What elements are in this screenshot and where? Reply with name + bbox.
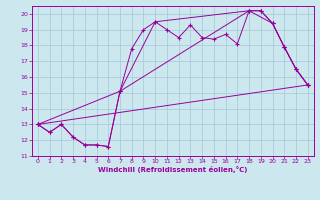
X-axis label: Windchill (Refroidissement éolien,°C): Windchill (Refroidissement éolien,°C) <box>98 166 247 173</box>
